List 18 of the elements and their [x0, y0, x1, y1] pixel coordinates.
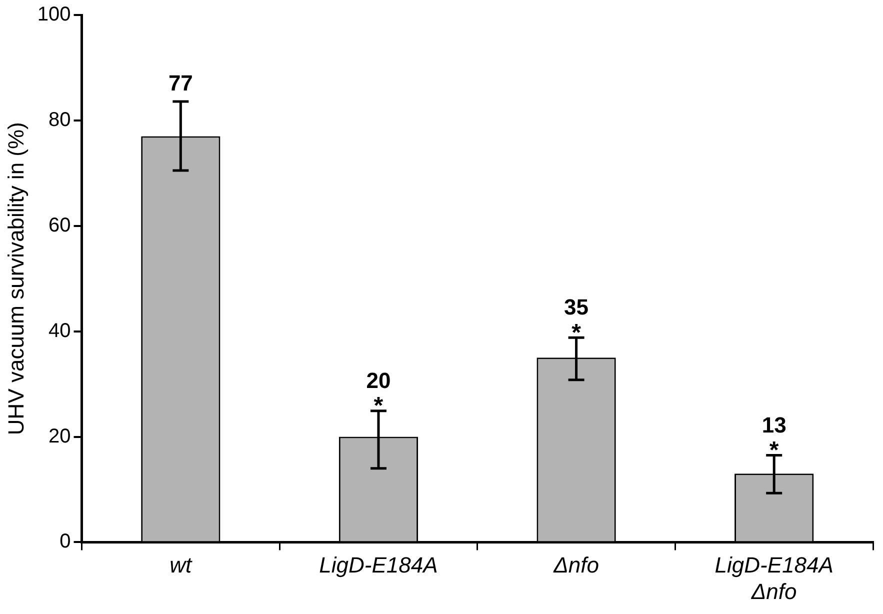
annotation: *: [572, 319, 582, 346]
x-tick-label: LigD-E184A Δnfo: [714, 552, 834, 604]
x-tick-label: wt: [170, 552, 193, 578]
y-axis-title: UHV vacuum survivability in (%): [3, 122, 28, 436]
x-tick-label: Δnfo: [552, 552, 599, 578]
annotation: *: [374, 392, 384, 420]
y-tick-label: 80: [48, 108, 71, 131]
y-tick-label: 100: [37, 4, 71, 26]
y-tick-label: 0: [60, 530, 71, 553]
data-label: 35: [564, 294, 589, 320]
y-tick-label: 20: [48, 425, 71, 448]
y-tick-label: 40: [48, 320, 71, 342]
y-tick-label: 60: [48, 214, 71, 236]
data-label: 20: [366, 368, 391, 393]
x-tick-label: LigD-E184A: [319, 552, 438, 578]
annotation: *: [769, 436, 780, 464]
data-label: 13: [762, 412, 786, 438]
data-label: 77: [168, 70, 193, 96]
